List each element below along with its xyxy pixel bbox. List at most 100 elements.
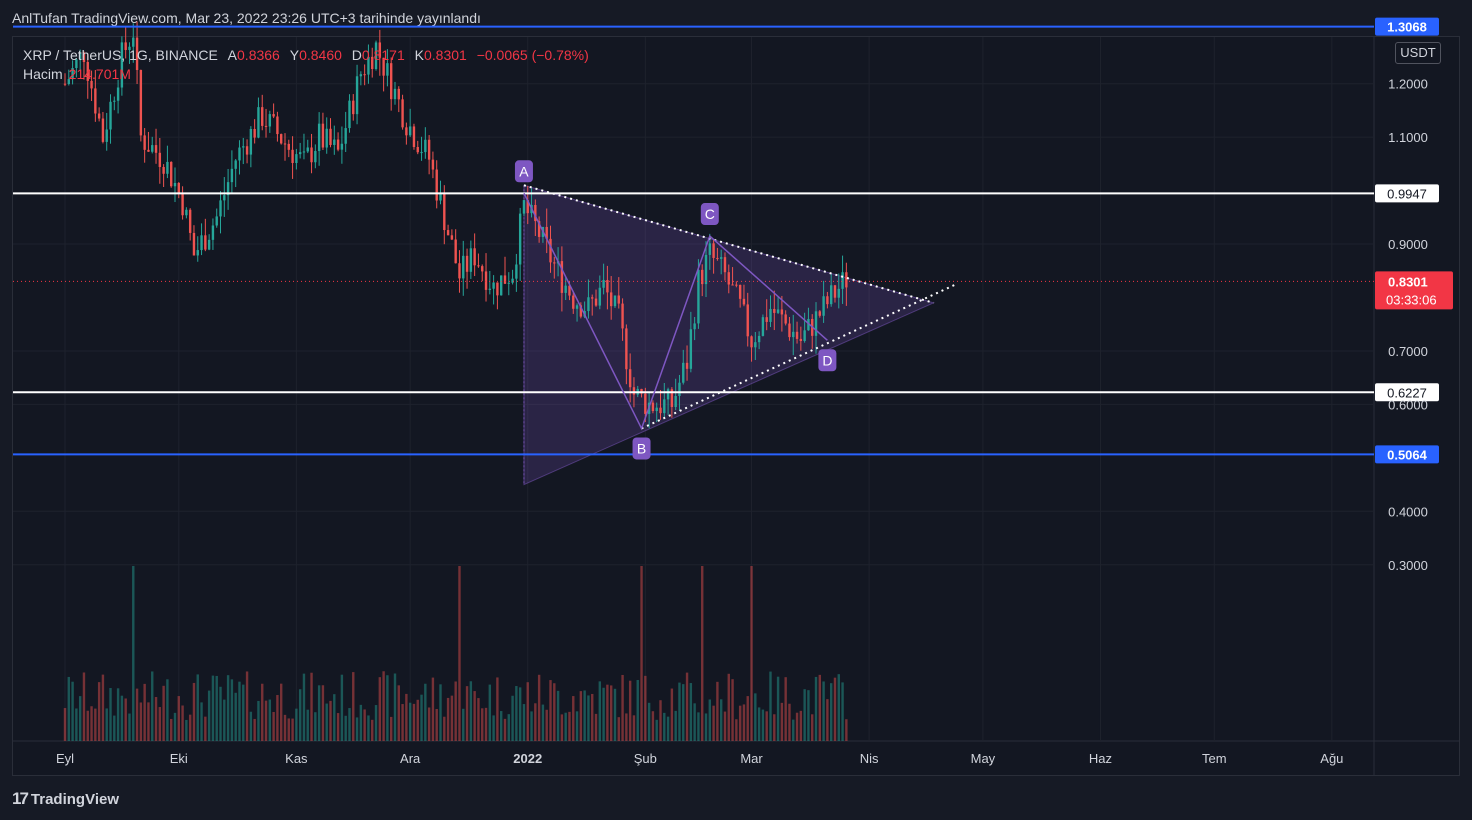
candle [473, 233, 476, 277]
candle [807, 307, 810, 331]
volume-bar [704, 713, 708, 741]
candle [572, 292, 575, 314]
volume-bar [298, 689, 302, 741]
candle [693, 316, 696, 341]
volume-bar [651, 711, 655, 741]
candle-body [431, 159, 435, 170]
candle [280, 133, 283, 145]
candle [499, 275, 503, 296]
candle-body [382, 57, 385, 76]
volume-bar [234, 692, 237, 741]
symbol-title[interactable]: XRP / TetherUS, 1G, BINANCE [23, 47, 218, 63]
candle [829, 273, 833, 307]
candle [382, 57, 385, 92]
candle-body [484, 271, 488, 290]
candle [348, 94, 351, 133]
volume-bar [158, 707, 162, 741]
candle [682, 349, 685, 385]
volume-bar [496, 677, 499, 741]
candle-body [268, 114, 272, 127]
candle [602, 263, 605, 295]
time-tick-label: Kas [285, 751, 308, 766]
time-tick-label: Haz [1089, 751, 1112, 766]
candle [97, 107, 101, 122]
candle [484, 253, 488, 302]
candle-body [317, 123, 321, 152]
volume-bar [424, 683, 427, 741]
candle [773, 290, 776, 331]
candle-body [321, 123, 325, 148]
volume-bar [261, 683, 264, 741]
candle [435, 160, 438, 209]
volume-bar [598, 681, 602, 741]
candle-body [207, 239, 211, 250]
volume-bar [245, 671, 249, 741]
candle-body [499, 275, 503, 296]
candle-body [481, 266, 484, 272]
candle-body [401, 99, 404, 128]
triangle-zone [523, 184, 936, 486]
candle-body [355, 76, 359, 115]
volume-bar [845, 719, 848, 741]
candle [287, 139, 290, 158]
candle-body [666, 389, 670, 400]
candle [628, 353, 632, 403]
candle-body [283, 143, 287, 145]
candle [207, 234, 211, 251]
candle-body [211, 225, 215, 240]
volume-bar [113, 715, 116, 741]
open-label: A [227, 47, 238, 63]
candle [249, 126, 253, 168]
candle-body [644, 393, 647, 414]
chart-area[interactable] [12, 36, 1460, 776]
candle [424, 127, 427, 159]
volume-bar [306, 709, 309, 741]
candles [63, 21, 848, 429]
candle [272, 103, 275, 119]
volume-bar [162, 685, 165, 741]
candle [742, 284, 746, 307]
volume-bar [534, 703, 537, 741]
candle [469, 240, 473, 279]
candle-body [655, 407, 658, 412]
volume-bar [97, 682, 101, 741]
volume-legend: Hacim 214.701M [23, 66, 131, 82]
candle-body [742, 298, 746, 305]
price-tick-label: 1.2000 [1388, 77, 1428, 92]
candle-body [276, 116, 279, 135]
volume-bar [378, 677, 382, 741]
candle [374, 40, 378, 71]
candle [708, 233, 712, 270]
candle-body [537, 221, 541, 237]
pattern-point-badge [700, 203, 719, 226]
candle-body [549, 238, 552, 263]
volume-bar [310, 672, 313, 741]
candle-body [67, 79, 70, 85]
volume-bar [587, 695, 590, 741]
volume-bar [515, 686, 518, 741]
candle-body [196, 250, 199, 256]
volume-bar [833, 677, 837, 741]
candle-body [97, 113, 101, 119]
candle-body [754, 342, 757, 348]
candle-body [139, 70, 143, 136]
candle [704, 241, 708, 298]
volume-label: Hacim [23, 66, 63, 82]
volume-bar [477, 698, 480, 741]
volume-bar [154, 697, 158, 741]
candle [219, 191, 222, 234]
volume-bar [401, 704, 404, 741]
level-price-badge [1375, 383, 1439, 402]
last-price-badge [1375, 271, 1453, 310]
currency-button[interactable]: USDT [1395, 42, 1441, 64]
candle-body [336, 139, 340, 150]
candle [613, 295, 617, 308]
volume-bar [829, 683, 833, 741]
volume-bar [124, 698, 127, 741]
volume-bar [238, 681, 241, 741]
volume-bar [773, 714, 776, 741]
candle-body [280, 134, 283, 144]
volume-bar [481, 708, 484, 741]
candle-body [598, 287, 602, 306]
